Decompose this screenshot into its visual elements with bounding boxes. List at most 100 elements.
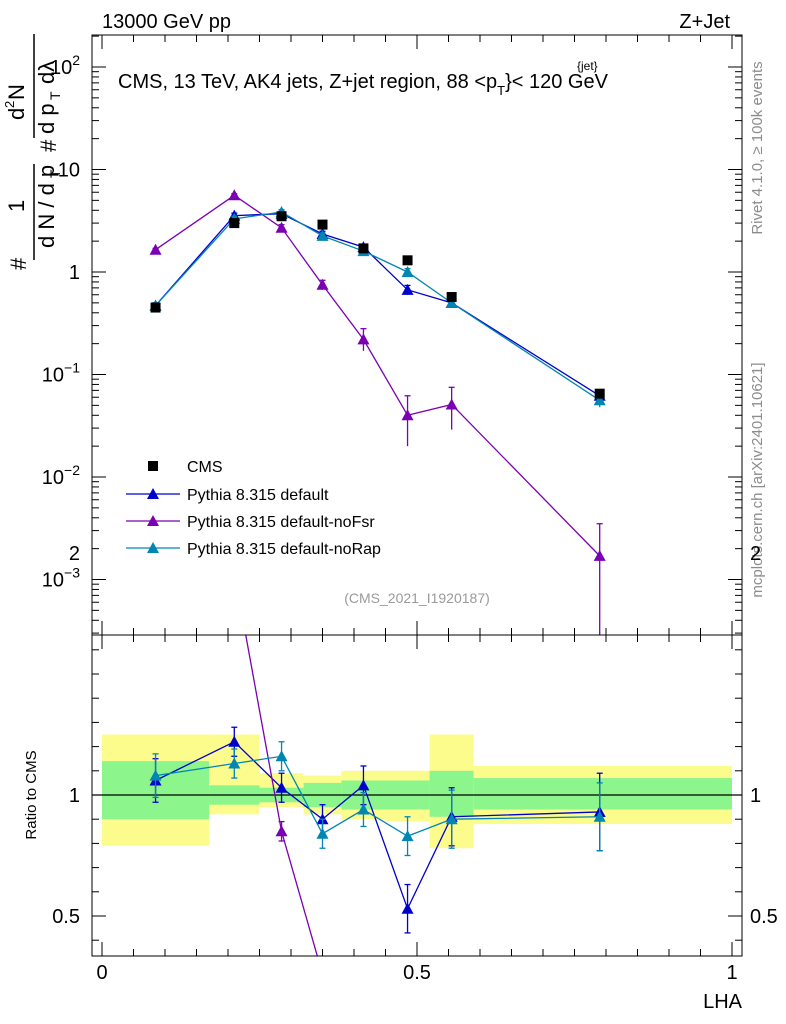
header-process-label: 13000 GeV pp [102, 11, 231, 33]
ratio-point-noRap [275, 750, 288, 762]
main-y-tick-label-base: 1 [69, 262, 80, 284]
ratio-y-axis-label: Ratio to CMS [23, 750, 40, 839]
y-label-hash-1: # [6, 257, 31, 270]
ratio-point-noRap [445, 813, 458, 825]
series-line-default [155, 213, 601, 397]
main-panel-data [149, 189, 606, 635]
ratio-y-tick-label-left: 0.5 [52, 906, 80, 928]
y-label-dlambda: dλ [34, 61, 59, 84]
legend: CMS Pythia 8.315 default Pythia 8.315 de… [126, 459, 381, 558]
x-tick-labels: 0 0.5 1 [96, 962, 737, 984]
ratio-y-tick-label-left: 2 [69, 543, 80, 565]
main-y-tick-label-exp: −3 [64, 565, 80, 581]
x-axis-label: LHA [703, 991, 743, 1013]
main-y-tick-label-exp: 2 [72, 52, 80, 68]
chart-title-sup: {jet} [577, 59, 598, 73]
rivet-version-label: Rivet 4.1.0, ≥ 100k events [749, 61, 766, 234]
main-y-tick-label-base: 10 [50, 57, 72, 79]
main-y-tick-label: 10 [58, 160, 80, 182]
ratio-point-noFsr [150, 136, 162, 147]
y-label-d2n-exp: 2 [2, 101, 17, 108]
series-line-noRap [155, 211, 601, 401]
ratio-y-tick-label-left: 1 [69, 785, 80, 807]
y-label-d2n: d [4, 108, 29, 120]
ratio-panel-ticks [92, 635, 742, 956]
ratio-point-noRap [593, 810, 606, 822]
chart-title-end: }< 120 GeV [505, 71, 609, 93]
ratio-line-noRap [155, 755, 600, 837]
point-noRap [445, 296, 458, 308]
point-noRap [401, 266, 414, 277]
analysis-watermark: (CMS_2021_I1920187) [344, 590, 490, 606]
point-noFsr [401, 409, 414, 421]
main-y-tick-label: 10−2 [42, 462, 80, 489]
point-noRap [316, 229, 329, 241]
series-line-noFsr [155, 194, 601, 557]
ratio-point-noRap [149, 769, 162, 781]
main-y-tick-label-exp: −2 [64, 462, 80, 478]
point-default [401, 283, 414, 295]
ratio-band-inner [473, 778, 732, 810]
x-tick-label: 1 [726, 962, 737, 984]
chart-title: CMS, 13 TeV, AK4 jets, Z+jet region, 88 … [118, 71, 609, 98]
chart-title-sub: T [497, 83, 505, 98]
legend-marker-nofsr [147, 515, 159, 526]
x-tick-label: 0.5 [403, 962, 431, 984]
point-cms [317, 219, 328, 230]
point-cms [402, 255, 413, 266]
legend-label-cms: CMS [187, 459, 223, 476]
point-noFsr [593, 549, 606, 561]
y-label-d2n-n: N [4, 84, 29, 100]
ratio-panel: 0.5 0.51 12 2 Ratio to CMS 0 0.5 1 LHA [23, 136, 778, 1020]
ratio-point-noFsr [317, 968, 329, 979]
legend-marker-norap [147, 542, 159, 553]
main-y-tick-label-base: 10 [58, 160, 80, 182]
ratio-tick-labels: 0.5 0.5 1 1 2 2 [52, 543, 778, 928]
main-y-tick-label-base: 10 [42, 467, 64, 489]
point-noFsr [357, 333, 370, 345]
main-y-tick-label-base: 10 [42, 365, 64, 387]
main-y-tick-label: 10−1 [42, 360, 80, 387]
ratio-point-noRap [401, 830, 414, 842]
ratio-point-noFsr [228, 566, 240, 577]
y-label-one: 1 [4, 200, 29, 212]
point-noFsr [316, 278, 329, 290]
ratio-point-default [228, 735, 241, 747]
ratio-point-default [275, 781, 288, 793]
ratio-point-default [401, 902, 414, 914]
point-cms [446, 292, 457, 303]
ratio-point-default [357, 779, 370, 791]
y-label-hash-2: # [36, 139, 61, 152]
point-cms [276, 211, 287, 222]
header-channel-label: Z+Jet [679, 11, 730, 33]
main-panel-ticks [92, 35, 742, 635]
y-label-t1: T [47, 169, 63, 178]
y-label-dndpt: d N / d p [34, 165, 59, 248]
legend-marker-default [147, 488, 159, 499]
point-cms [229, 218, 240, 229]
ratio-y-tick-label-right: 0.5 [750, 906, 778, 928]
ratio-point-noRap [316, 827, 329, 839]
legend-label-default: Pythia 8.315 default [187, 487, 329, 504]
main-y-tick-label-base: 10 [42, 570, 64, 592]
ratio-point-noRap [228, 757, 241, 769]
ratio-point-noFsr [446, 1009, 458, 1020]
point-noFsr [275, 221, 288, 233]
ratio-panel-data [149, 136, 606, 1020]
main-y-tick-label-exp: −1 [64, 360, 80, 376]
ratio-uncertainty-bands [102, 734, 732, 849]
point-cms [358, 243, 369, 254]
ratio-line-noFsr [245, 635, 318, 956]
point-noRap [593, 394, 606, 406]
ratio-line-default [155, 740, 600, 911]
y-label-t2: T [47, 91, 63, 100]
point-cms [594, 388, 605, 399]
ratio-point-noFsr [357, 1000, 369, 1011]
legend-label-nofsr: Pythia 8.315 default-noFsr [187, 514, 375, 531]
ratio-y-tick-label-right: 1 [750, 785, 761, 807]
legend-marker-cms [148, 461, 158, 471]
main-y-tick-label: 1 [69, 262, 80, 284]
chart-title-main: CMS, 13 TeV, AK4 jets, Z+jet region, 88 … [118, 71, 497, 93]
